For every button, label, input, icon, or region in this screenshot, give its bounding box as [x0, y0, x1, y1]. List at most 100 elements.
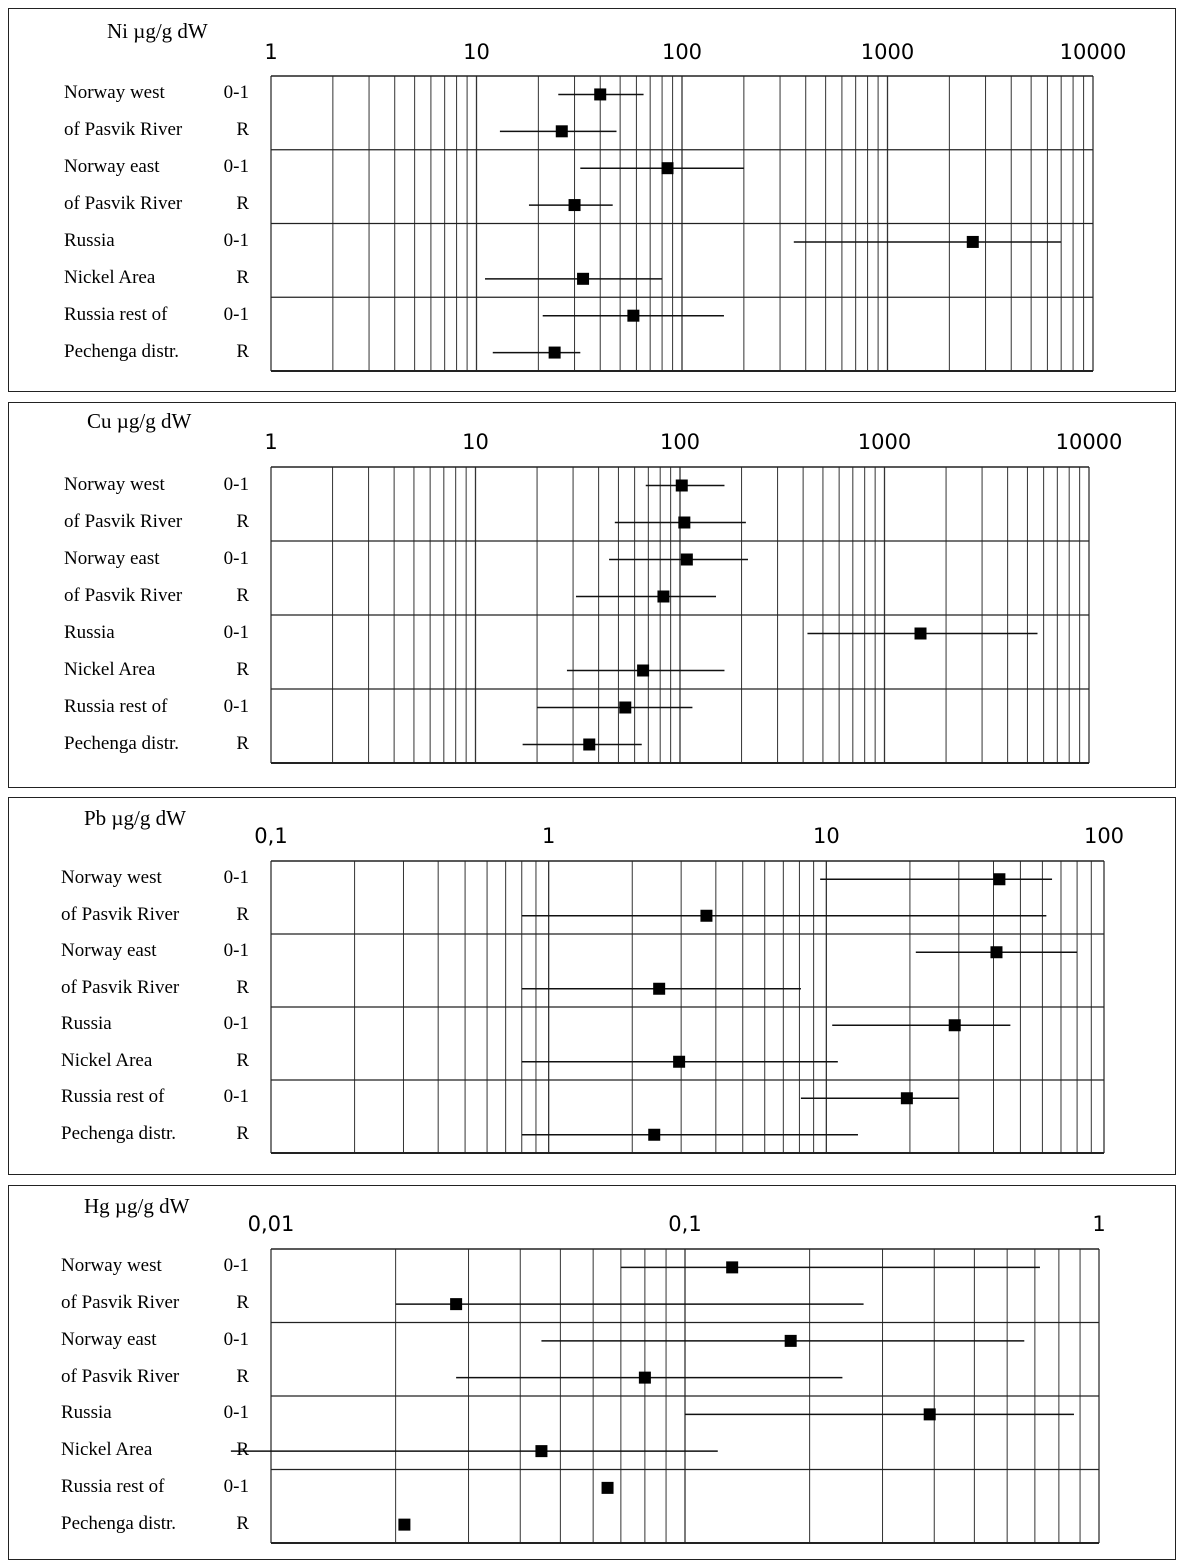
- median-marker: [678, 517, 690, 529]
- chart-panel: Cu µg/g dW 1 10 100 1000 10000 Norway west 0-1 o…: [8, 402, 1176, 788]
- median-marker: [627, 310, 639, 322]
- tick-label: 10: [813, 824, 840, 848]
- row-code: 0-1: [224, 1476, 249, 1498]
- row-label: Nickel Area: [64, 659, 155, 681]
- tick-label: 100: [662, 40, 702, 64]
- median-marker: [619, 702, 631, 714]
- median-marker: [726, 1261, 738, 1273]
- row-code: R: [236, 1513, 249, 1535]
- row-code: R: [236, 193, 249, 215]
- row-code: R: [236, 585, 249, 607]
- row-code: 0-1: [224, 1086, 249, 1108]
- row-label: of Pasvik River: [61, 1366, 179, 1388]
- row-label: Russia rest of: [64, 304, 167, 326]
- plot-svg: 1 10 100 1000 10000: [9, 403, 1175, 789]
- row-label: Norway east: [64, 156, 160, 178]
- tick-label: 10000: [1056, 430, 1123, 454]
- row-code: R: [236, 119, 249, 141]
- median-marker: [993, 873, 1005, 885]
- median-marker: [594, 88, 606, 100]
- row-label: Russia: [64, 230, 115, 252]
- median-marker: [549, 347, 561, 359]
- row-label: of Pasvik River: [61, 1292, 179, 1314]
- tick-label: 0,01: [248, 1212, 295, 1236]
- median-marker: [661, 162, 673, 174]
- median-marker: [949, 1019, 961, 1031]
- chart-panel: Pb µg/g dW 0,1 1 10 100 Norway west 0-1 of Pasv…: [8, 797, 1176, 1175]
- tick-label: 10: [463, 40, 490, 64]
- row-code: R: [236, 1123, 249, 1145]
- row-label: Pechenga distr.: [64, 733, 179, 755]
- tick-label: 1: [1092, 1212, 1105, 1236]
- median-marker: [583, 739, 595, 751]
- median-marker: [556, 125, 568, 137]
- row-label: Pechenga distr.: [61, 1513, 176, 1535]
- median-marker: [639, 1372, 651, 1384]
- row-code: R: [236, 659, 249, 681]
- row-code: 0-1: [224, 230, 249, 252]
- row-code: 0-1: [224, 1329, 249, 1351]
- median-marker: [450, 1298, 462, 1310]
- median-marker: [901, 1092, 913, 1104]
- row-code: R: [236, 1050, 249, 1072]
- row-label: Norway west: [61, 1255, 162, 1277]
- median-marker: [967, 236, 979, 248]
- row-code: 0-1: [224, 1402, 249, 1424]
- row-code: 0-1: [224, 1255, 249, 1277]
- tick-label: 100: [660, 430, 700, 454]
- tick-label: 1000: [861, 40, 914, 64]
- row-code: R: [236, 341, 249, 363]
- plot-svg: 0,01 0,1 1: [9, 1186, 1175, 1561]
- row-code: R: [236, 1366, 249, 1388]
- median-marker: [673, 1056, 685, 1068]
- row-label: Russia rest of: [64, 696, 167, 718]
- row-label: Nickel Area: [61, 1439, 152, 1461]
- median-marker: [637, 665, 649, 677]
- row-label: Norway east: [61, 1329, 157, 1351]
- tick-label: 0,1: [668, 1212, 701, 1236]
- row-code: R: [236, 904, 249, 926]
- row-label: of Pasvik River: [61, 977, 179, 999]
- row-label: Nickel Area: [64, 267, 155, 289]
- median-marker: [700, 910, 712, 922]
- tick-label: 1: [264, 40, 277, 64]
- median-marker: [657, 591, 669, 603]
- tick-label: 1: [542, 824, 555, 848]
- row-label: Pechenga distr.: [64, 341, 179, 363]
- median-marker: [676, 480, 688, 492]
- row-code: R: [236, 267, 249, 289]
- tick-label: 100: [1084, 824, 1124, 848]
- row-label: of Pasvik River: [64, 193, 182, 215]
- median-marker: [785, 1335, 797, 1347]
- row-code: 0-1: [224, 940, 249, 962]
- median-marker: [602, 1482, 614, 1494]
- row-label: Russia: [61, 1013, 112, 1035]
- chart-panel: Ni µg/g dW 1 10 100 1000 10000 Norway west 0-1 o…: [8, 8, 1176, 392]
- row-label: Nickel Area: [61, 1050, 152, 1072]
- row-label: Russia: [61, 1402, 112, 1424]
- row-label: Norway east: [61, 940, 157, 962]
- median-marker: [915, 628, 927, 640]
- row-code: R: [236, 511, 249, 533]
- row-label: of Pasvik River: [64, 119, 182, 141]
- median-marker: [569, 199, 581, 211]
- tick-label: 1: [264, 430, 277, 454]
- median-marker: [577, 273, 589, 285]
- row-label: Norway west: [64, 82, 165, 104]
- tick-label: 0,1: [254, 824, 287, 848]
- tick-label: 10: [462, 430, 489, 454]
- median-marker: [681, 554, 693, 566]
- row-code: 0-1: [224, 474, 249, 496]
- row-code: 0-1: [224, 82, 249, 104]
- row-label: Norway west: [61, 867, 162, 889]
- median-marker: [924, 1408, 936, 1420]
- tick-label: 1000: [858, 430, 911, 454]
- plot-svg: 1 10 100 1000 10000: [9, 9, 1175, 393]
- row-code: R: [236, 977, 249, 999]
- median-marker: [648, 1129, 660, 1141]
- median-marker: [535, 1445, 547, 1457]
- row-code: R: [236, 1439, 249, 1461]
- row-label: Russia rest of: [61, 1086, 164, 1108]
- row-code: 0-1: [224, 304, 249, 326]
- plot-svg: 0,1 1 10 100: [9, 798, 1175, 1176]
